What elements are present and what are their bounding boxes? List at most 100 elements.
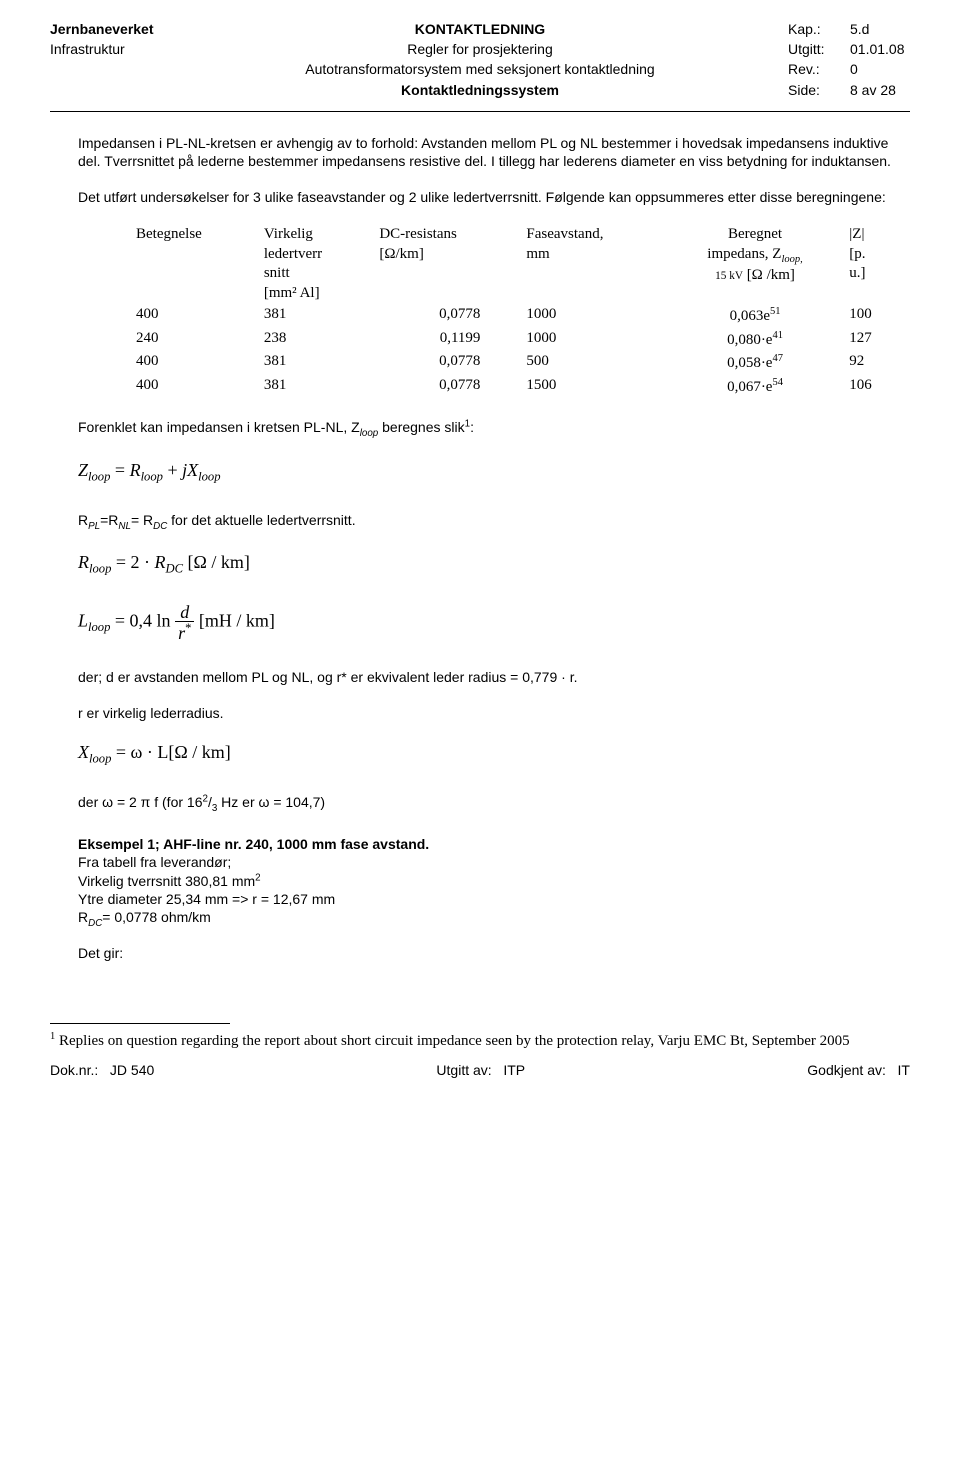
cell: 0,067·e54 bbox=[667, 375, 844, 399]
cell: 381 bbox=[258, 351, 374, 375]
th-z-3: u.] bbox=[849, 265, 865, 281]
example-line-5: Det gir: bbox=[78, 944, 910, 962]
th-z-2: [p. bbox=[849, 246, 865, 262]
footer-center: Utgitt av: ITP bbox=[436, 1061, 525, 1079]
th-beregnet-2: impedans, Z bbox=[707, 246, 781, 262]
doc-header: Jernbaneverket KONTAKTLEDNING Kap.: 5.d bbox=[50, 20, 910, 38]
th-fase-1: Faseavstand, bbox=[526, 226, 603, 242]
formula-lloop: Lloop = 0,4 ln dr* [mH / km] bbox=[78, 603, 910, 642]
cell: 381 bbox=[258, 304, 374, 328]
footnote-1: 1 Replies on question regarding the repo… bbox=[50, 1030, 910, 1052]
para3-text-b: beregnes slik bbox=[378, 419, 464, 435]
table-header-row: Betegnelse Virkelig ledertverr snitt [mm… bbox=[130, 224, 900, 304]
side-label: Side: bbox=[788, 81, 832, 99]
header-left: Jernbaneverket bbox=[50, 20, 308, 38]
th-fase-2: mm bbox=[526, 246, 549, 262]
example-block: Eksempel 1; AHF-line nr. 240, 1000 mm fa… bbox=[78, 835, 910, 962]
paragraph-2: Det utført undersøkelser for 3 ulike fas… bbox=[78, 188, 910, 206]
cell: 1000 bbox=[520, 304, 666, 328]
header-center: KONTAKTLEDNING bbox=[308, 20, 652, 38]
th-dc-1: DC-resistans bbox=[379, 226, 457, 242]
cell: 400 bbox=[130, 351, 258, 375]
th-betegnelse: Betegnelse bbox=[130, 224, 258, 304]
th-beregnet: Beregnet impedans, Zloop, 15 kV [Ω /km] bbox=[667, 224, 844, 304]
example-line-4: RDC= 0,0778 ohm/km bbox=[78, 908, 910, 931]
rev-value: 0 bbox=[850, 60, 910, 78]
th-z: |Z| [p. u.] bbox=[843, 224, 900, 304]
paragraph-3: Forenklet kan impedansen i kretsen PL-NL… bbox=[78, 418, 910, 441]
cell: 500 bbox=[520, 351, 666, 375]
cell: 381 bbox=[258, 375, 374, 399]
cell: 0,0778 bbox=[373, 351, 520, 375]
cell: 400 bbox=[130, 304, 258, 328]
th-virkelig-2: ledertverr bbox=[264, 246, 322, 262]
cell: 1500 bbox=[520, 375, 666, 399]
paragraph-7: der ω = 2 π f (for 162/3 Hz er ω = 104,7… bbox=[78, 793, 910, 816]
para3-text-c: : bbox=[470, 419, 474, 435]
paragraph-6: r er virkelig lederradius. bbox=[78, 704, 910, 722]
para3-text-a: Forenklet kan impedansen i kretsen PL-NL… bbox=[78, 419, 360, 435]
header-right: Kap.: 5.d bbox=[652, 20, 910, 38]
rev-label: Rev.: bbox=[788, 60, 832, 78]
th-beregnet-3a: 15 kV bbox=[715, 270, 743, 282]
data-table-block: Betegnelse Virkelig ledertverr snitt [mm… bbox=[130, 224, 900, 398]
table-row: 400 381 0,0778 1500 0,067·e54 106 bbox=[130, 375, 900, 399]
th-dc: DC-resistans [Ω/km] bbox=[373, 224, 520, 304]
side-value: 8 av 28 bbox=[850, 81, 910, 99]
th-fase: Faseavstand, mm bbox=[520, 224, 666, 304]
cell: 0,0778 bbox=[373, 304, 520, 328]
footnote-text: Replies on question regarding the report… bbox=[55, 1033, 849, 1049]
doc-title-3: Autotransformatorsystem med seksjonert k… bbox=[239, 60, 721, 78]
th-dc-2: [Ω/km] bbox=[379, 246, 423, 262]
example-line-1: Fra tabell fra leverandør; bbox=[78, 853, 910, 871]
header-rule bbox=[50, 111, 910, 112]
th-virkelig-1: Virkelig bbox=[264, 226, 313, 242]
th-z-1: |Z| bbox=[849, 226, 864, 242]
impedance-table: Betegnelse Virkelig ledertverr snitt [mm… bbox=[130, 224, 900, 398]
table-row: 400 381 0,0778 1000 0,063e51 100 bbox=[130, 304, 900, 328]
formula-rloop: Rloop = 2 · RDC [Ω / km] bbox=[78, 551, 910, 577]
th-virkelig: Virkelig ledertverr snitt [mm² Al] bbox=[258, 224, 374, 304]
doc-header-row2: Infrastruktur Regler for prosjektering U… bbox=[50, 40, 910, 58]
footer-right: Godkjent av: IT bbox=[807, 1061, 910, 1079]
cell: 0,0778 bbox=[373, 375, 520, 399]
cell: 240 bbox=[130, 328, 258, 352]
paragraph-1: Impedansen i PL-NL-kretsen er avhengig a… bbox=[78, 134, 910, 170]
doc-title-4: Kontaktledningssystem bbox=[308, 81, 652, 99]
example-line-2: Virkelig tverrsnitt 380,81 mm2 bbox=[78, 872, 910, 890]
cell: 0,1199 bbox=[373, 328, 520, 352]
cell: 0,063e51 bbox=[667, 304, 844, 328]
kap-label: Kap.: bbox=[788, 20, 832, 38]
example-line-3: Ytre diameter 25,34 mm => r = 12,67 mm bbox=[78, 890, 910, 908]
doc-header-row3: Autotransformatorsystem med seksjonert k… bbox=[50, 60, 910, 78]
cell: 0,080·e41 bbox=[667, 328, 844, 352]
th-virkelig-3: snitt bbox=[264, 265, 290, 281]
table-row: 240 238 0,1199 1000 0,080·e41 127 bbox=[130, 328, 900, 352]
paragraph-4: RPL=RNL= RDC for det aktuelle ledertverr… bbox=[78, 511, 910, 534]
formula-zloop: Zloop = Rloop + jXloop bbox=[78, 459, 910, 485]
doc-title-2: Regler for prosjektering bbox=[308, 40, 652, 58]
th-beregnet-3: [Ω /km] bbox=[743, 267, 795, 283]
th-beregnet-1: Beregnet bbox=[728, 226, 782, 242]
table-row: 400 381 0,0778 500 0,058·e47 92 bbox=[130, 351, 900, 375]
cell: 106 bbox=[843, 375, 900, 399]
cell: 0,058·e47 bbox=[667, 351, 844, 375]
cell: 92 bbox=[843, 351, 900, 375]
cell: 127 bbox=[843, 328, 900, 352]
org-name: Jernbaneverket bbox=[50, 20, 308, 38]
th-virkelig-4: [mm² Al] bbox=[264, 285, 320, 301]
th-beregnet-2s: loop, bbox=[781, 254, 802, 265]
doc-title-1: KONTAKTLEDNING bbox=[308, 20, 652, 38]
cell: 400 bbox=[130, 375, 258, 399]
footnote-separator bbox=[50, 1023, 230, 1024]
page-footer: Dok.nr.: JD 540 Utgitt av: ITP Godkjent … bbox=[50, 1061, 910, 1079]
kap-value: 5.d bbox=[850, 20, 910, 38]
paragraph-5: der; d er avstanden mellom PL og NL, og … bbox=[78, 668, 910, 686]
example-title: Eksempel 1; AHF-line nr. 240, 1000 mm fa… bbox=[78, 835, 910, 853]
utgitt-value: 01.01.08 bbox=[850, 40, 910, 58]
cell: 238 bbox=[258, 328, 374, 352]
cell: 100 bbox=[843, 304, 900, 328]
utgitt-label: Utgitt: bbox=[788, 40, 832, 58]
footer-left: Dok.nr.: JD 540 bbox=[50, 1061, 154, 1079]
formula-xloop: Xloop = ω · L[Ω / km] bbox=[78, 741, 910, 767]
